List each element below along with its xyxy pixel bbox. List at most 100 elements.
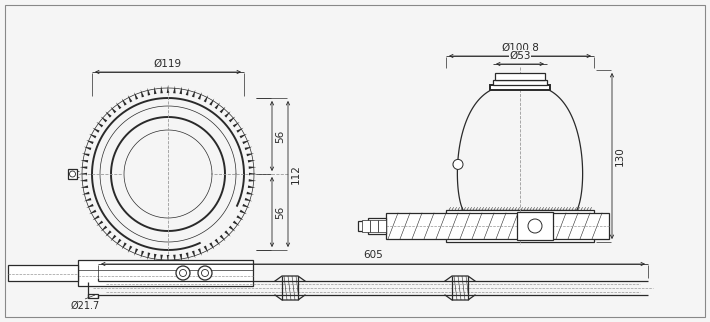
- Polygon shape: [239, 210, 247, 214]
- Circle shape: [198, 266, 212, 280]
- Polygon shape: [198, 92, 202, 100]
- Polygon shape: [233, 122, 239, 128]
- Bar: [517, 212, 553, 240]
- Polygon shape: [242, 140, 250, 144]
- Polygon shape: [89, 210, 97, 214]
- Polygon shape: [111, 107, 116, 113]
- Polygon shape: [92, 215, 99, 220]
- Polygon shape: [239, 134, 247, 138]
- Polygon shape: [81, 160, 88, 163]
- Polygon shape: [84, 198, 92, 201]
- Polygon shape: [101, 226, 107, 232]
- Polygon shape: [173, 255, 175, 262]
- Polygon shape: [186, 88, 189, 96]
- Polygon shape: [105, 230, 111, 237]
- Polygon shape: [134, 92, 138, 100]
- Polygon shape: [180, 254, 182, 261]
- Polygon shape: [246, 192, 254, 195]
- Circle shape: [202, 270, 209, 277]
- Text: 130: 130: [615, 146, 625, 166]
- Polygon shape: [249, 173, 256, 175]
- Polygon shape: [86, 140, 94, 144]
- Text: 56: 56: [275, 205, 285, 219]
- Polygon shape: [192, 251, 195, 258]
- Bar: [378, 220, 386, 232]
- Polygon shape: [111, 235, 116, 241]
- Polygon shape: [214, 239, 220, 246]
- Polygon shape: [92, 128, 99, 133]
- Polygon shape: [204, 246, 208, 253]
- Polygon shape: [160, 86, 163, 93]
- Polygon shape: [116, 239, 121, 246]
- Text: 112: 112: [291, 164, 301, 184]
- Polygon shape: [101, 117, 107, 122]
- Polygon shape: [180, 87, 182, 94]
- Polygon shape: [248, 179, 256, 182]
- Polygon shape: [148, 88, 151, 96]
- Polygon shape: [82, 153, 89, 156]
- Polygon shape: [245, 147, 252, 150]
- Text: Ø21.7: Ø21.7: [70, 301, 99, 311]
- Bar: [493, 80, 547, 85]
- Polygon shape: [141, 251, 144, 258]
- Circle shape: [528, 219, 542, 233]
- Bar: [78, 260, 253, 286]
- Polygon shape: [167, 86, 169, 93]
- Polygon shape: [167, 255, 169, 262]
- Text: 56: 56: [275, 129, 285, 143]
- Polygon shape: [80, 166, 87, 169]
- Polygon shape: [192, 90, 195, 97]
- Bar: [358, 221, 368, 231]
- Bar: [446, 210, 594, 242]
- Polygon shape: [141, 90, 144, 97]
- Polygon shape: [128, 95, 132, 102]
- Polygon shape: [248, 160, 256, 163]
- Polygon shape: [128, 246, 132, 253]
- Polygon shape: [134, 248, 138, 256]
- Circle shape: [70, 171, 75, 177]
- Text: Ø119: Ø119: [154, 59, 182, 69]
- Polygon shape: [224, 230, 231, 237]
- Polygon shape: [248, 166, 256, 169]
- Polygon shape: [248, 185, 256, 188]
- Text: 605: 605: [363, 251, 383, 260]
- Bar: [8, 265, 78, 281]
- Polygon shape: [86, 204, 94, 208]
- Polygon shape: [236, 128, 244, 133]
- Polygon shape: [219, 235, 226, 241]
- Polygon shape: [246, 153, 254, 156]
- Bar: [495, 73, 545, 80]
- Polygon shape: [214, 102, 220, 109]
- Polygon shape: [242, 204, 250, 208]
- Polygon shape: [148, 252, 151, 260]
- Text: Ø53: Ø53: [509, 51, 531, 61]
- Polygon shape: [81, 185, 88, 188]
- Polygon shape: [173, 86, 175, 93]
- Polygon shape: [229, 226, 235, 232]
- Polygon shape: [198, 248, 202, 256]
- Polygon shape: [82, 192, 89, 195]
- Bar: [386, 213, 609, 239]
- Polygon shape: [245, 198, 252, 201]
- Polygon shape: [233, 221, 239, 226]
- Circle shape: [176, 266, 190, 280]
- Polygon shape: [224, 111, 231, 118]
- Polygon shape: [97, 221, 103, 226]
- Polygon shape: [84, 147, 92, 150]
- Circle shape: [453, 159, 463, 169]
- Bar: [362, 220, 370, 232]
- Bar: [368, 218, 386, 234]
- Polygon shape: [209, 242, 214, 250]
- Polygon shape: [121, 242, 127, 250]
- Polygon shape: [209, 99, 214, 106]
- Polygon shape: [121, 99, 127, 106]
- Polygon shape: [204, 95, 208, 102]
- Polygon shape: [105, 111, 111, 118]
- Polygon shape: [80, 179, 87, 182]
- Bar: [370, 220, 378, 232]
- Polygon shape: [97, 122, 103, 128]
- Bar: [490, 85, 550, 90]
- Polygon shape: [229, 117, 235, 122]
- Polygon shape: [236, 215, 244, 220]
- Polygon shape: [116, 102, 121, 109]
